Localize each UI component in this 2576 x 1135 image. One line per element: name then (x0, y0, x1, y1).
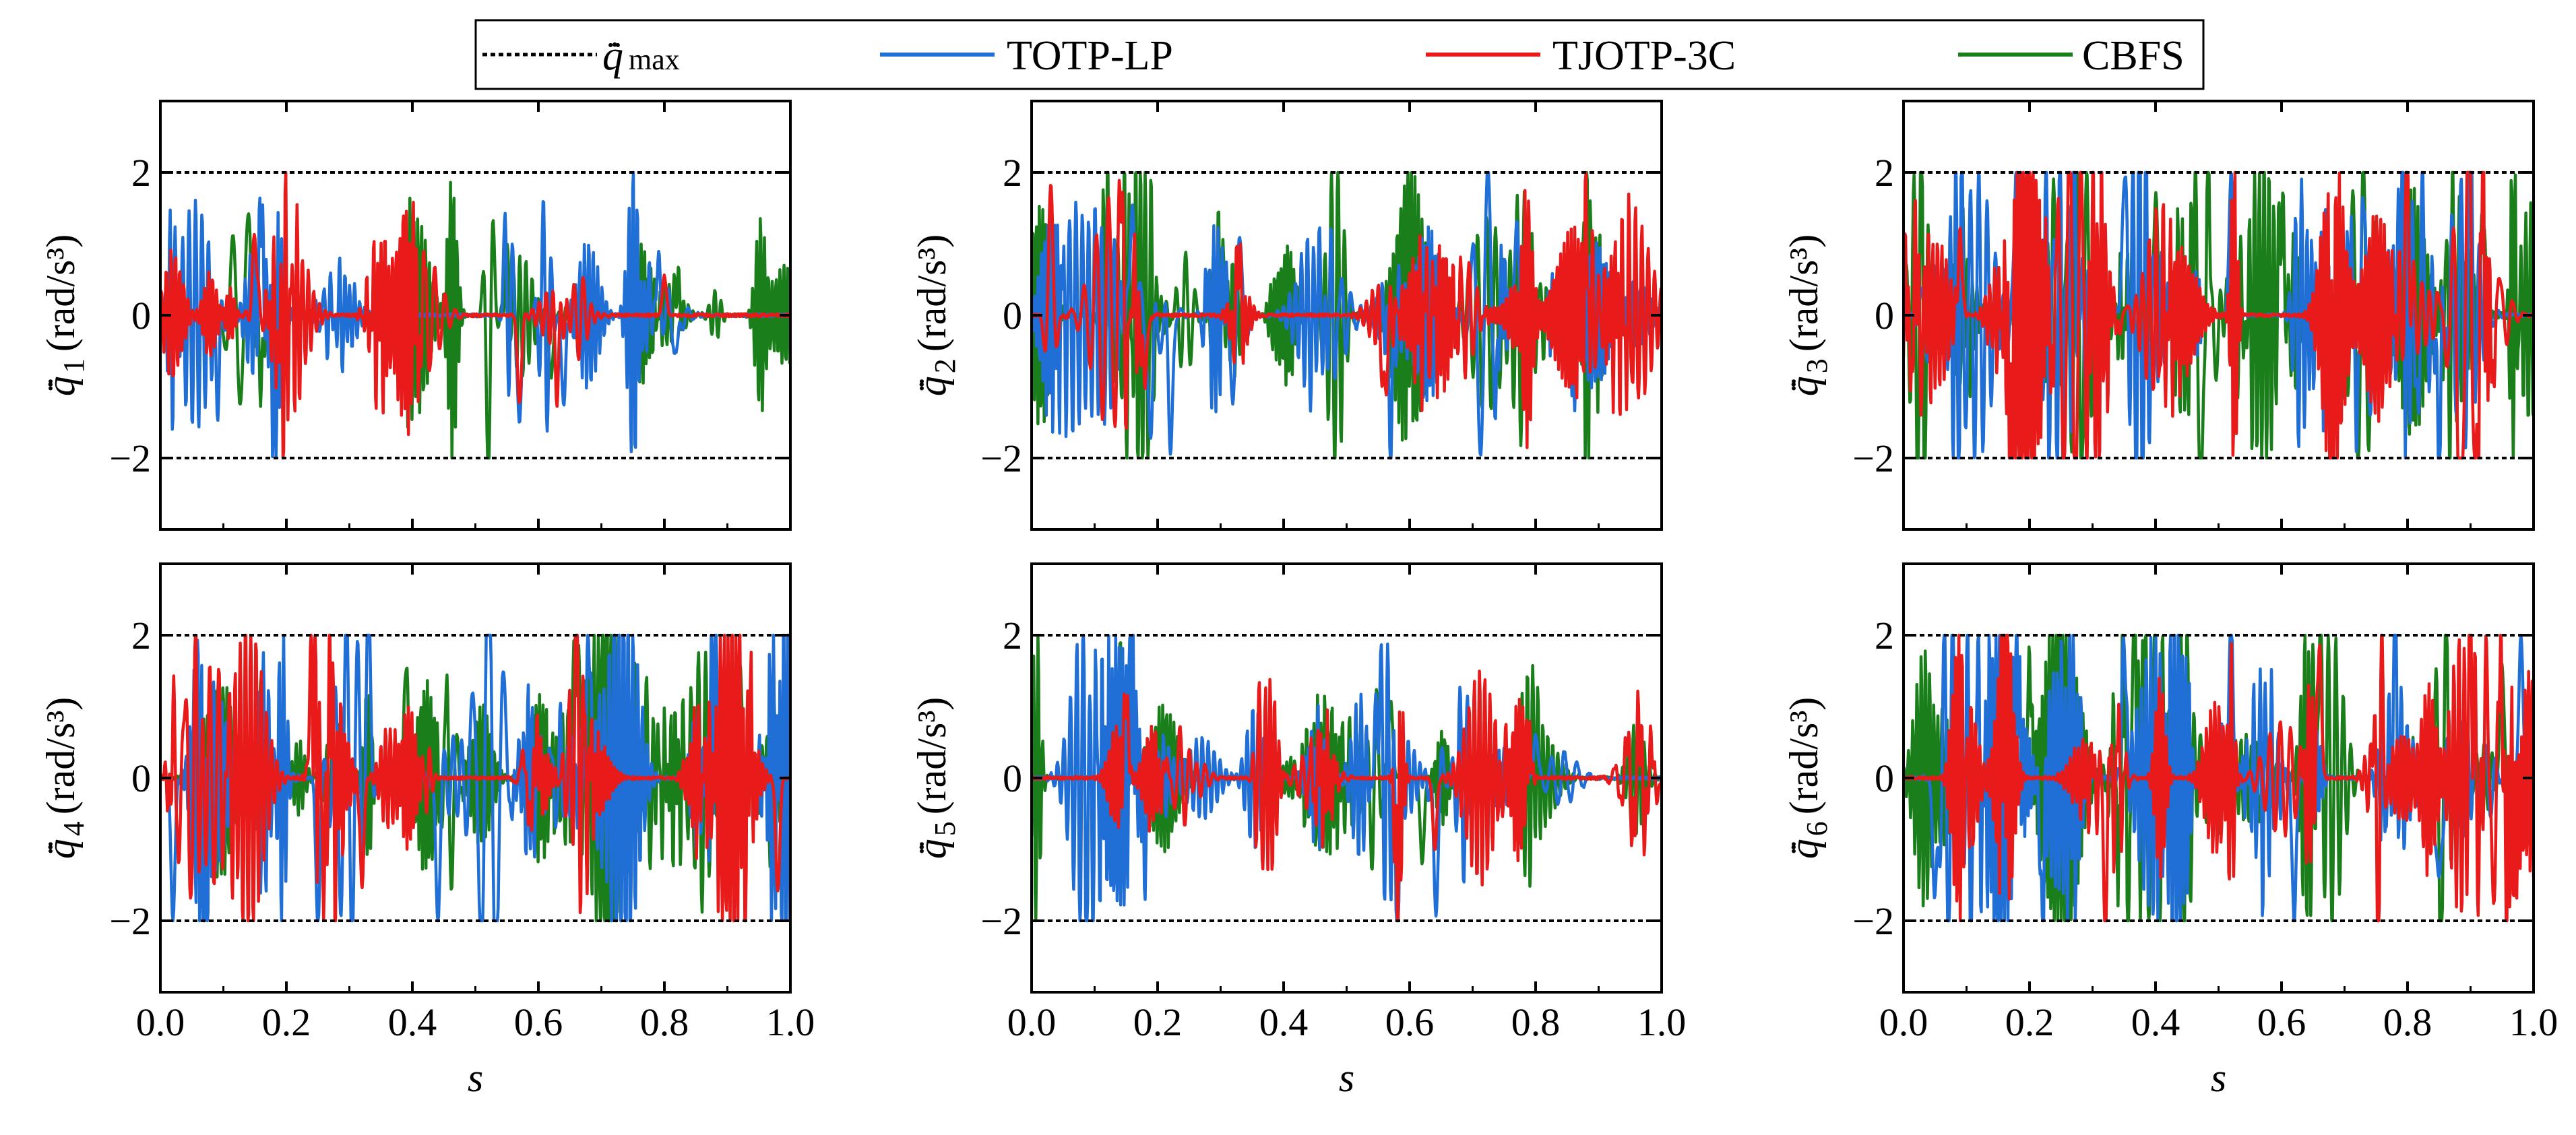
y-axis-title: q̈̇2(rad/s³) (910, 234, 962, 397)
y-tick-label: −2 (1852, 436, 1894, 480)
panel-4: 0.0 0.2 0.4 0.6 0.8 1.0 −2 0 2 s q̈̇4(rad/s³) (38, 562, 815, 1100)
y-tick-label: 2 (1003, 614, 1022, 657)
series-tjotp-3c (1904, 170, 2534, 460)
y-tick-label: 0 (1003, 294, 1022, 337)
x-tick-label: 1.0 (2509, 1000, 2558, 1044)
panel-1: −2 0 2 q̈̇1(rad/s³) (38, 100, 792, 531)
y-axis-title: q̈̇6(rad/s³) (1782, 697, 1833, 860)
x-tick-label: 0.6 (2257, 1000, 2306, 1044)
panel-6: 0.0 0.2 0.4 0.6 0.8 1.0 −2 0 2 s q̈̇6(rad/s³) (1782, 562, 2558, 1100)
x-axis-title: s (2211, 1056, 2226, 1100)
y-tick-label: 2 (1003, 151, 1022, 195)
y-axis-title: q̈̇3(rad/s³) (1782, 234, 1833, 397)
x-tick-label: 0.2 (2005, 1000, 2054, 1044)
series-group (160, 170, 790, 460)
panels: −2 0 2 q̈̇1(rad/s³) −2 0 2 q̈̇2(rad/s³) −2 0 2 q̈̇3… (38, 100, 2558, 1100)
y-tick-label: 0 (1003, 756, 1022, 800)
x-axis-title: s (468, 1056, 483, 1100)
legend-label: TOTP-LP (1007, 33, 1173, 79)
series-group (1032, 633, 1662, 923)
y-tick-label: 0 (1875, 294, 1894, 337)
x-tick-label: 0.2 (262, 1000, 311, 1044)
legend: q̈̇ max TOTP-LP TJOTP-3C CBFS (474, 19, 2205, 90)
x-tick-label: 0.2 (1133, 1000, 1183, 1044)
series-tjotp-3c (1032, 171, 1662, 449)
x-tick-label: 0.4 (2131, 1000, 2180, 1044)
y-tick-label: 2 (131, 614, 151, 657)
x-tick-label: 0.6 (514, 1000, 563, 1044)
panel-2: −2 0 2 q̈̇2(rad/s³) (910, 100, 1663, 531)
y-tick-label: 0 (1875, 756, 1894, 800)
y-tick-label: 2 (1875, 614, 1894, 657)
x-tick-label: 1.0 (766, 1000, 815, 1044)
x-tick-label: 0.0 (1007, 1000, 1057, 1044)
y-tick-label: 0 (131, 294, 151, 337)
series-group (1904, 633, 2534, 923)
x-tick-label: 1.0 (1637, 1000, 1687, 1044)
x-tick-label: 0.0 (136, 1000, 185, 1044)
legend-frame (474, 19, 2205, 90)
series-group (160, 633, 790, 923)
x-tick-label: 0.6 (1385, 1000, 1435, 1044)
panel-3: −2 0 2 q̈̇3(rad/s³) (1782, 100, 2535, 531)
series-tjotp-3c (160, 633, 790, 923)
x-axis-title: s (1339, 1056, 1354, 1100)
x-tick-label: 0.8 (640, 1000, 689, 1044)
y-axis-title: q̈̇5(rad/s³) (910, 697, 962, 860)
series-totp-lp (1032, 633, 1662, 923)
y-tick-label: −2 (980, 436, 1022, 480)
x-tick-label: 0.8 (1511, 1000, 1561, 1044)
panel-5: 0.0 0.2 0.4 0.6 0.8 1.0 −2 0 2 s q̈̇5(rad/s³) (910, 562, 1687, 1100)
series-tjotp-3c (1032, 670, 1662, 923)
legend-label: CBFS (2082, 33, 2185, 79)
y-axis-title: q̈̇4(rad/s³) (38, 697, 90, 860)
y-tick-label: 2 (131, 151, 151, 195)
y-tick-label: 2 (1875, 151, 1894, 195)
series-tjotp-3c (160, 170, 790, 460)
y-axis-title: q̈̇1(rad/s³) (38, 234, 90, 397)
y-tick-label: −2 (109, 436, 151, 480)
series-tjotp-3c (1904, 633, 2534, 923)
series-group (1904, 170, 2534, 460)
legend-label: q̈̇ max (602, 33, 680, 79)
x-tick-label: 0.8 (2383, 1000, 2432, 1044)
x-tick-label: 0.0 (1879, 1000, 1928, 1044)
x-tick-label: 0.4 (1259, 1000, 1309, 1044)
y-tick-label: −2 (980, 899, 1022, 943)
y-tick-label: −2 (109, 899, 151, 943)
series-group (1032, 170, 1662, 460)
y-tick-label: −2 (1852, 899, 1894, 943)
x-tick-label: 0.4 (388, 1000, 437, 1044)
y-tick-label: 0 (131, 756, 151, 800)
legend-label: TJOTP-3C (1552, 33, 1736, 79)
